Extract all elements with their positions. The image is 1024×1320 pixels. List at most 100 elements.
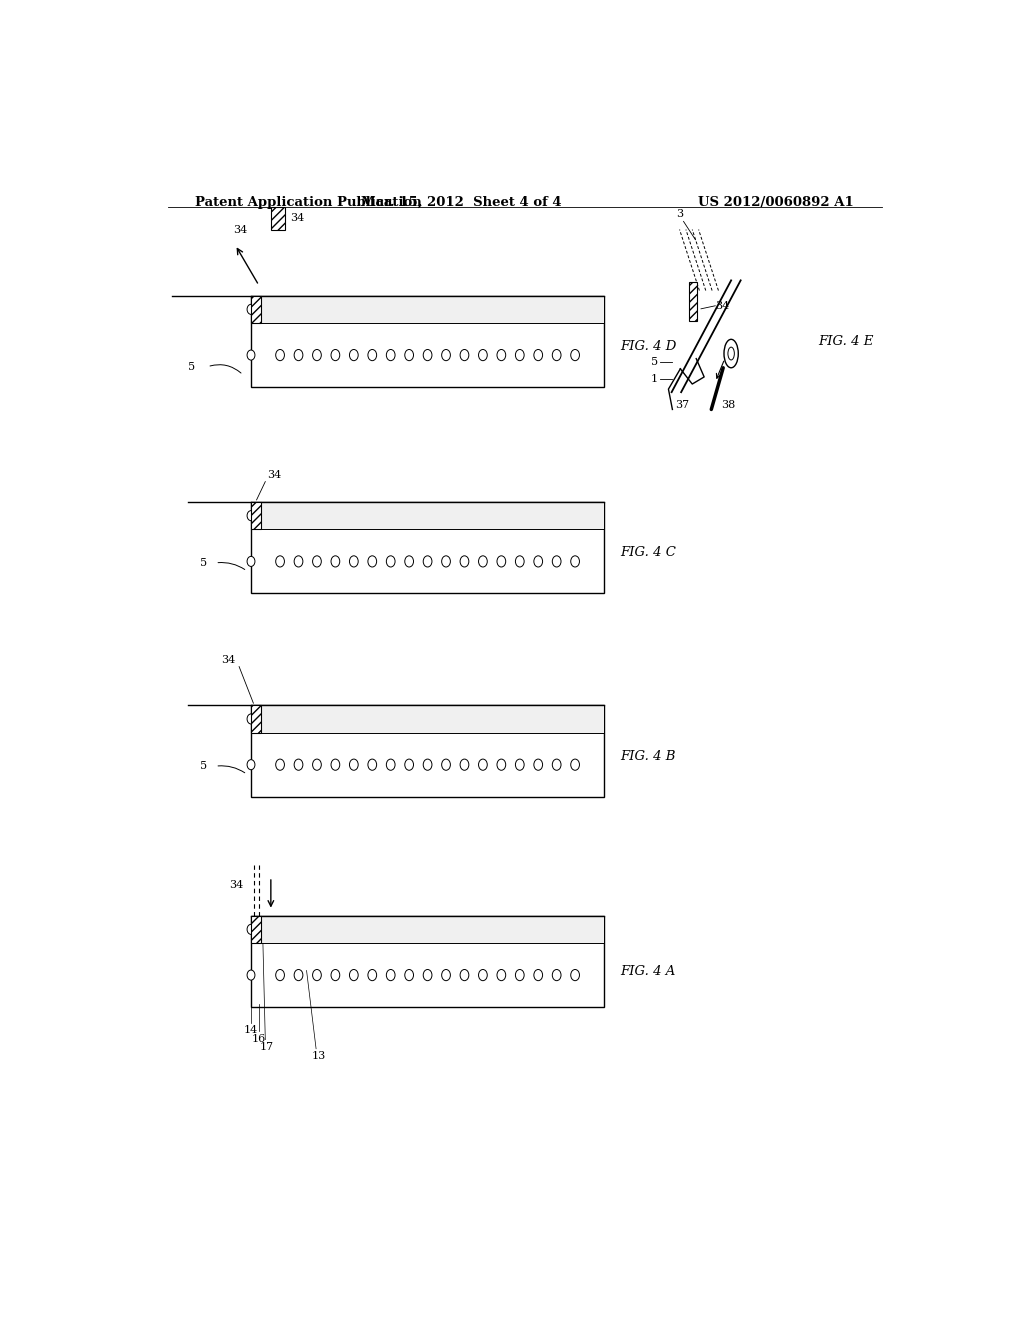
Text: US 2012/0060892 A1: US 2012/0060892 A1 (698, 195, 854, 209)
Bar (251, 705, 261, 733)
Circle shape (497, 556, 506, 568)
Text: 34: 34 (221, 655, 236, 664)
Circle shape (497, 969, 506, 981)
Circle shape (349, 969, 358, 981)
Text: 1: 1 (651, 374, 658, 384)
Circle shape (441, 969, 451, 981)
Circle shape (460, 350, 469, 360)
Circle shape (423, 969, 432, 981)
Circle shape (534, 969, 543, 981)
Circle shape (570, 969, 580, 981)
Circle shape (275, 759, 285, 771)
Circle shape (478, 759, 487, 771)
Bar (689, 282, 697, 321)
Text: FIG. 4 C: FIG. 4 C (620, 546, 676, 560)
Text: FIG. 4 E: FIG. 4 E (818, 335, 873, 348)
Text: 34: 34 (290, 214, 304, 223)
Bar (251, 502, 604, 594)
Circle shape (247, 350, 255, 360)
Circle shape (460, 759, 469, 771)
Bar (251, 296, 604, 323)
Text: 5: 5 (201, 558, 207, 568)
Circle shape (497, 350, 506, 360)
Circle shape (478, 350, 487, 360)
Circle shape (349, 759, 358, 771)
Circle shape (331, 350, 340, 360)
Text: FIG. 4 A: FIG. 4 A (620, 965, 676, 978)
Ellipse shape (724, 339, 738, 368)
Circle shape (275, 969, 285, 981)
Text: 34: 34 (267, 470, 282, 479)
Text: 13: 13 (311, 1051, 326, 1061)
Ellipse shape (728, 347, 734, 360)
Circle shape (368, 556, 377, 568)
Circle shape (478, 969, 487, 981)
Circle shape (460, 969, 469, 981)
Circle shape (404, 969, 414, 981)
Text: FIG. 4 B: FIG. 4 B (620, 750, 676, 763)
Bar (251, 502, 261, 529)
Circle shape (515, 969, 524, 981)
Circle shape (368, 969, 377, 981)
Text: 16: 16 (252, 1034, 266, 1044)
Text: 38: 38 (722, 400, 736, 411)
Circle shape (312, 556, 322, 568)
Circle shape (294, 759, 303, 771)
Text: 5: 5 (188, 362, 196, 372)
Circle shape (312, 350, 322, 360)
Circle shape (247, 924, 255, 935)
Text: FIG. 4 D: FIG. 4 D (620, 341, 677, 352)
Circle shape (312, 969, 322, 981)
Circle shape (534, 759, 543, 771)
Circle shape (570, 759, 580, 771)
Circle shape (331, 759, 340, 771)
Circle shape (534, 350, 543, 360)
Circle shape (294, 556, 303, 568)
Text: 37: 37 (676, 400, 690, 411)
Circle shape (497, 759, 506, 771)
Text: 34: 34 (715, 301, 729, 310)
Circle shape (349, 350, 358, 360)
Circle shape (404, 556, 414, 568)
Circle shape (275, 350, 285, 360)
Bar (251, 916, 604, 942)
Circle shape (552, 556, 561, 568)
Circle shape (570, 350, 580, 360)
Circle shape (423, 759, 432, 771)
Text: 34: 34 (228, 880, 243, 890)
Circle shape (247, 714, 255, 723)
Circle shape (247, 305, 255, 314)
Circle shape (460, 556, 469, 568)
Text: 34: 34 (232, 224, 247, 235)
Circle shape (423, 556, 432, 568)
Bar (251, 705, 604, 733)
Circle shape (349, 556, 358, 568)
Circle shape (294, 969, 303, 981)
Circle shape (275, 556, 285, 568)
Circle shape (386, 556, 395, 568)
Circle shape (368, 759, 377, 771)
Circle shape (515, 556, 524, 568)
Circle shape (552, 969, 561, 981)
Circle shape (515, 350, 524, 360)
Circle shape (247, 556, 255, 566)
Circle shape (441, 759, 451, 771)
Circle shape (515, 759, 524, 771)
Circle shape (478, 556, 487, 568)
Text: 17: 17 (260, 1041, 274, 1052)
Circle shape (570, 556, 580, 568)
Circle shape (368, 350, 377, 360)
Circle shape (423, 350, 432, 360)
Bar (251, 502, 604, 529)
Circle shape (247, 511, 255, 520)
Circle shape (534, 556, 543, 568)
Circle shape (294, 350, 303, 360)
Text: Patent Application Publication: Patent Application Publication (196, 195, 422, 209)
Bar (251, 916, 604, 1007)
Text: 14: 14 (244, 1026, 258, 1035)
Bar (251, 705, 604, 797)
Bar (270, 207, 285, 230)
Circle shape (331, 969, 340, 981)
Circle shape (404, 350, 414, 360)
Circle shape (331, 556, 340, 568)
